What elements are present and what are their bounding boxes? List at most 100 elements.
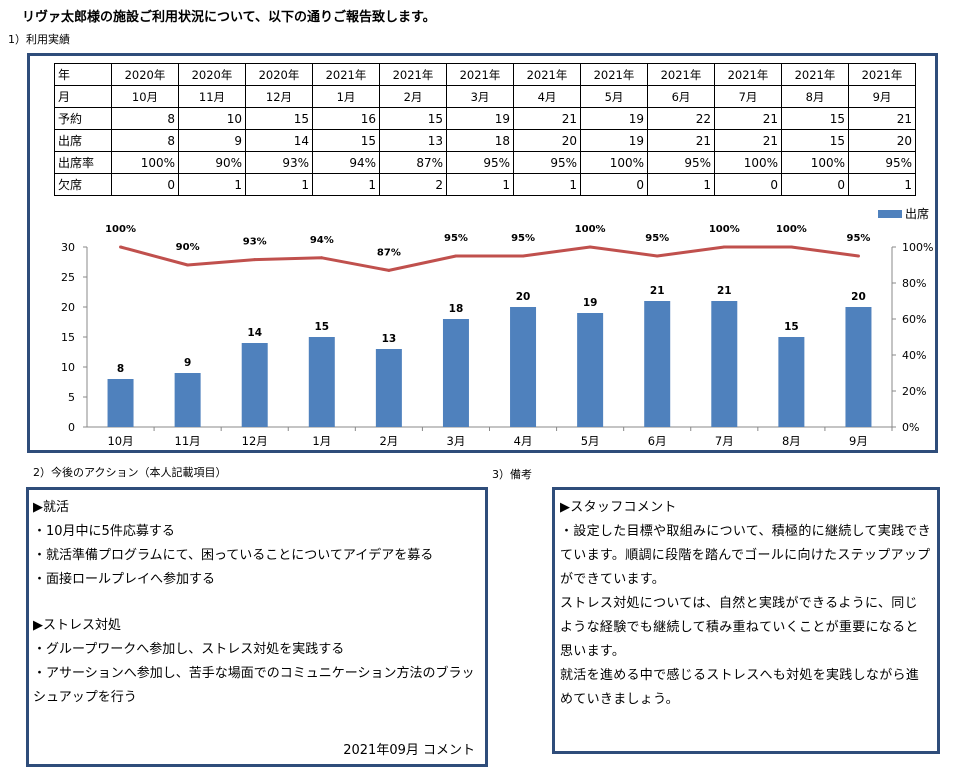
cell-month: 12月 — [245, 85, 313, 108]
y-tick-label-right: 80% — [902, 277, 926, 290]
usage-chart: 0 5 10 15 20 25 30 0% 20% 40% 60% 80% 100% 8 10月 9 11月 14… — [61, 206, 933, 448]
y-tick-label-left: 0 — [68, 421, 75, 434]
bar-data-label: 14 — [247, 327, 262, 339]
staff-comment-line: 就活を進める中で感じるストレスへも対処を実践しながら進めていきましょう。 — [560, 668, 920, 707]
cell-year: 2021年 — [848, 63, 916, 86]
row-label-absent: 欠席 — [54, 173, 112, 196]
cell-month: 4月 — [513, 85, 581, 108]
bar — [711, 301, 738, 427]
job-item: ・就活準備プログラムにて、困っていることについてアイデアを募る — [33, 548, 434, 563]
bar — [577, 313, 604, 427]
rate-line — [120, 245, 859, 272]
rate-data-label: 90% — [176, 242, 200, 253]
bar-data-label: 20 — [516, 291, 531, 303]
y-tick-label-left: 30 — [61, 241, 75, 254]
bar-data-label: 18 — [449, 303, 464, 315]
cell-rate: 100% — [714, 151, 782, 174]
report-title: リヴァ太郎様の施設ご利用状況について、以下の通りご報告致します。 — [22, 10, 436, 25]
rate-data-label: 100% — [709, 224, 740, 235]
y-tick-label-left: 15 — [61, 331, 75, 344]
y-tick-label-right: 40% — [902, 349, 926, 362]
usage-frame: 年 2020年 2020年 2020年 2021年 2021年 2021年 2021年 2021… — [27, 53, 938, 453]
bar — [442, 319, 469, 427]
x-tick-label: 8月 — [782, 434, 801, 448]
y-tick-label-right: 20% — [902, 385, 926, 398]
bar — [174, 373, 201, 427]
bar-data-label: 19 — [583, 297, 598, 309]
rate-point — [186, 263, 190, 267]
y-tick-label-right: 0% — [902, 421, 919, 434]
bar-data-label: 8 — [117, 363, 124, 375]
table-row-year: 年 2020年 2020年 2020年 2021年 2021年 2021年 2021年 2021… — [54, 63, 916, 86]
x-tick-label: 9月 — [849, 434, 868, 448]
table-row-rate: 出席率 100% 90% 93% 94% 87% 95% 95% 100% 95% 100% 100%… — [54, 151, 916, 174]
section-notes-title: 3）備考 — [492, 468, 532, 481]
cell-reserved: 21 — [714, 107, 782, 130]
row-label-attended: 出席 — [54, 129, 112, 152]
bar-data-label: 13 — [382, 333, 397, 345]
x-tick-label: 1月 — [312, 434, 331, 448]
y-tick-label-left: 5 — [68, 391, 75, 404]
job-heading: ▶就活 — [33, 500, 69, 515]
job-item: ・10月中に5件応募する — [33, 524, 175, 539]
section-usage-title: 1）利用実績 — [8, 33, 70, 46]
rate-data-label: 95% — [444, 233, 468, 244]
rate-data-label: 95% — [846, 233, 870, 244]
bar-data-label: 15 — [314, 321, 329, 333]
bar — [308, 337, 335, 427]
table-row-month: 月 10月 11月 12月 1月 2月 3月 4月 5月 6月 7月 8月 9月 — [54, 85, 916, 108]
bar-data-label: 20 — [851, 291, 866, 303]
rate-point — [119, 245, 123, 249]
staff-comment-line: ・設定した目標や取組みについて、積極的に継続して実践できています。順調に段階を踏… — [560, 524, 931, 587]
bar-data-label: 21 — [650, 285, 665, 297]
cell-reserved: 21 — [848, 107, 916, 130]
table-row-reserved: 予約 8 10 15 16 15 19 21 19 22 21 15 21 — [54, 107, 916, 130]
rate-data-label: 95% — [645, 233, 669, 244]
rate-data-label: 100% — [105, 224, 136, 235]
cell-month: 5月 — [580, 85, 648, 108]
cell-absent: 0 — [580, 173, 648, 196]
bar — [845, 307, 872, 427]
rate-point — [722, 245, 726, 249]
bar — [107, 379, 134, 427]
y-tick-label-left: 25 — [61, 271, 75, 284]
cell-year: 2021年 — [379, 63, 447, 86]
y-tick-label-right: 100% — [902, 241, 933, 254]
cell-absent: 1 — [312, 173, 380, 196]
rate-point — [320, 256, 324, 260]
cell-month: 11月 — [178, 85, 246, 108]
usage-table: 年 2020年 2020年 2020年 2021年 2021年 2021年 2021年 2021… — [54, 63, 916, 196]
cell-attended: 20 — [848, 129, 916, 152]
rate-point — [454, 254, 458, 258]
table-row-absent: 欠席 0 1 1 1 2 1 1 0 1 0 0 1 — [54, 173, 916, 196]
cell-rate: 90% — [178, 151, 246, 174]
bar-data-label: 21 — [717, 285, 732, 297]
bar — [241, 343, 268, 427]
notes-box: ▶スタッフコメント ・設定した目標や取組みについて、積極的に継続して実践できてい… — [552, 487, 940, 754]
cell-absent: 1 — [446, 173, 514, 196]
x-tick-label: 5月 — [581, 434, 600, 448]
x-tick-label: 10月 — [107, 434, 133, 448]
row-label-rate: 出席率 — [54, 151, 112, 174]
stress-item: ・グループワークへ参加し、ストレス対処を実践する — [33, 642, 345, 657]
cell-reserved: 15 — [379, 107, 447, 130]
cell-reserved: 22 — [647, 107, 715, 130]
rate-data-label: 87% — [377, 247, 401, 258]
x-tick-label: 2月 — [379, 434, 398, 448]
y-tick-label-left: 10 — [61, 361, 75, 374]
cell-year: 2021年 — [312, 63, 380, 86]
cell-attended: 21 — [714, 129, 782, 152]
x-tick-label: 11月 — [175, 434, 201, 448]
rate-point — [655, 254, 659, 258]
x-tick-label: 3月 — [447, 434, 466, 448]
x-tick-label: 12月 — [242, 434, 268, 448]
cell-year: 2021年 — [647, 63, 715, 86]
job-item: ・面接ロールプレイへ参加する — [33, 572, 216, 587]
cell-absent: 1 — [848, 173, 916, 196]
rate-point — [856, 254, 860, 258]
staff-comment-line: ストレス対処については、自然と実践ができるように、同じような経験でも継続して積み… — [560, 596, 919, 659]
rate-data-label: 94% — [310, 235, 334, 246]
cell-rate: 87% — [379, 151, 447, 174]
bar — [375, 349, 402, 427]
comment-date: 2021年09月 コメント — [343, 743, 475, 758]
